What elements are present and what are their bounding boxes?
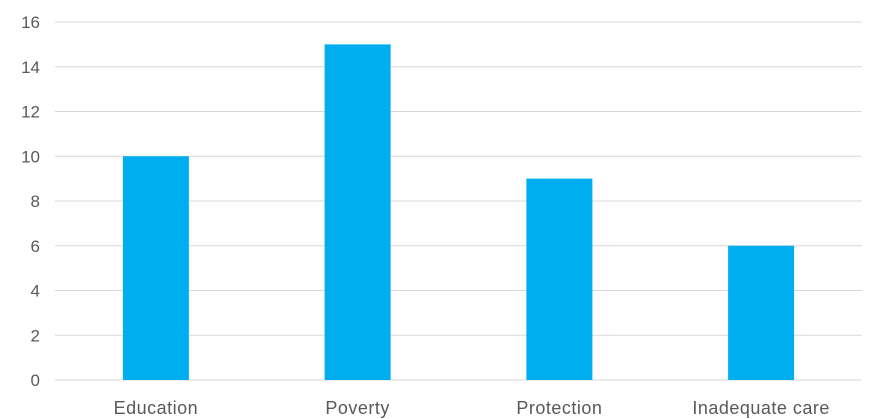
y-tick-label: 12 — [21, 103, 40, 122]
y-tick-label: 0 — [31, 371, 40, 390]
x-axis-category-labels: Education Poverty Protection Inadequate car… — [114, 398, 830, 418]
y-tick-label: 6 — [31, 237, 40, 256]
x-category-label: Education — [114, 398, 199, 418]
bar — [122, 156, 189, 380]
x-category-label: Protection — [516, 398, 602, 418]
y-tick-label: 14 — [21, 58, 40, 77]
y-tick-label: 8 — [31, 192, 40, 211]
bar — [526, 178, 593, 380]
y-tick-label: 4 — [31, 282, 40, 301]
gridlines — [55, 21, 862, 381]
y-tick-label: 10 — [21, 147, 40, 166]
bar — [324, 44, 391, 380]
y-axis-tick-labels: 0 2 4 6 8 10 12 14 16 — [21, 13, 40, 390]
bars — [122, 44, 795, 380]
bar — [728, 245, 795, 380]
y-tick-label: 2 — [31, 326, 40, 345]
y-tick-label: 16 — [21, 13, 40, 32]
x-category-label: Inadequate care — [692, 398, 830, 418]
x-category-label: Poverty — [325, 398, 390, 418]
